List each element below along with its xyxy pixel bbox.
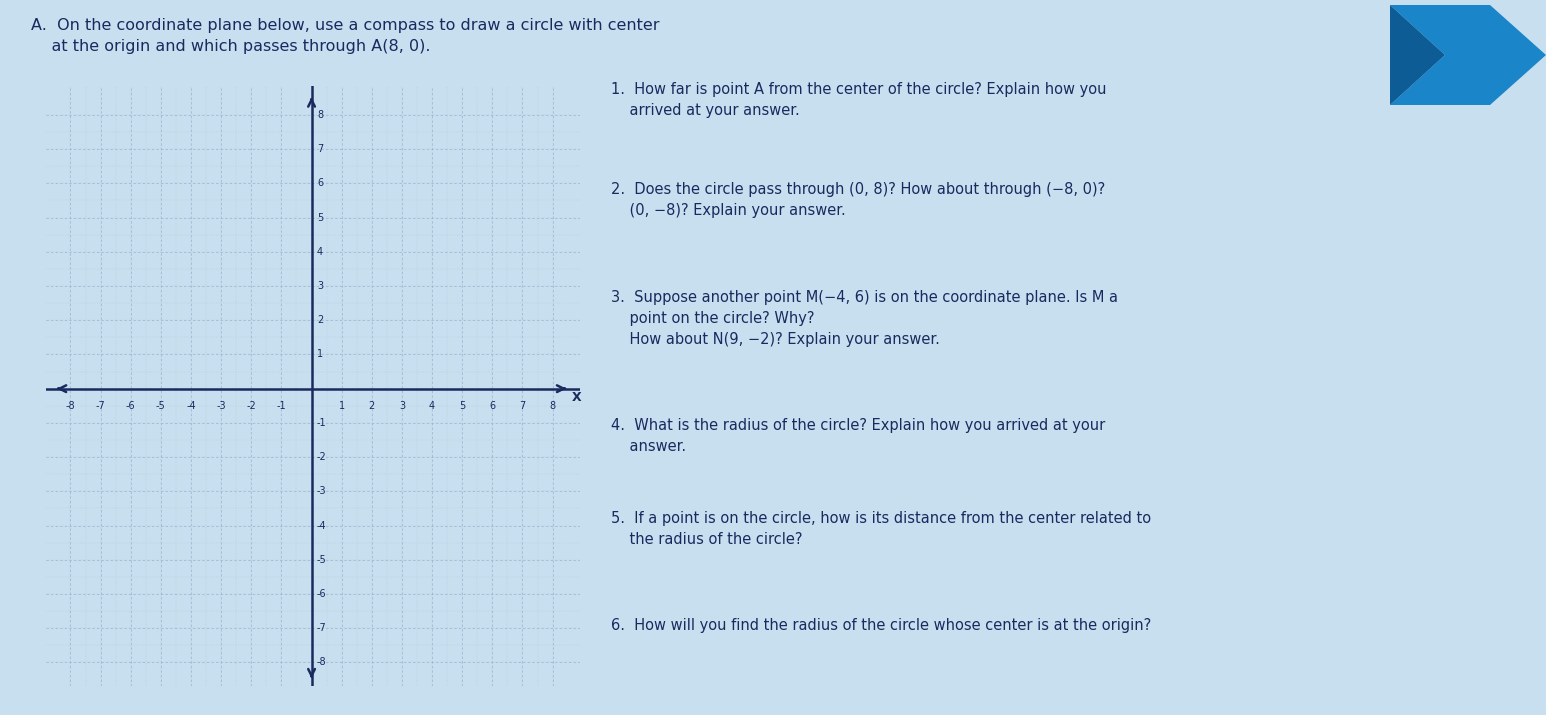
Text: -4: -4 [186,400,196,410]
Text: 6: 6 [489,400,495,410]
Text: 8: 8 [549,400,555,410]
Text: -4: -4 [317,521,326,531]
Text: 2: 2 [368,400,376,410]
Text: 5: 5 [317,212,323,222]
Text: 4.  What is the radius of the circle? Explain how you arrived at your
    answer: 4. What is the radius of the circle? Exp… [611,418,1105,454]
Text: 5: 5 [459,400,465,410]
Text: 1.  How far is point A from the center of the circle? Explain how you
    arrive: 1. How far is point A from the center of… [611,82,1107,118]
Text: 3: 3 [399,400,405,410]
Text: -2: -2 [317,452,326,462]
Text: -5: -5 [317,555,326,565]
Text: -3: -3 [216,400,226,410]
Text: 2.  Does the circle pass through (0, 8)? How about through (−8, 0)?
    (0, −8)?: 2. Does the circle pass through (0, 8)? … [611,182,1105,218]
Text: 3: 3 [317,281,323,291]
Text: -7: -7 [96,400,105,410]
Text: -6: -6 [125,400,136,410]
Text: A.  On the coordinate plane below, use a compass to draw a circle with center: A. On the coordinate plane below, use a … [31,18,660,33]
Text: X: X [572,390,581,404]
Text: 4: 4 [430,400,434,410]
Text: -8: -8 [65,400,76,410]
Text: 3.  Suppose another point M(−4, 6) is on the coordinate plane. Is M a
    point : 3. Suppose another point M(−4, 6) is on … [611,290,1118,347]
Text: 1: 1 [339,400,345,410]
Text: at the origin and which passes through A(8, 0).: at the origin and which passes through A… [31,39,430,54]
Text: -5: -5 [156,400,165,410]
Text: 7: 7 [317,144,323,154]
Text: -1: -1 [317,418,326,428]
Text: -6: -6 [317,589,326,599]
Text: 1: 1 [317,350,323,360]
Text: 8: 8 [317,110,323,120]
Text: -3: -3 [317,486,326,496]
Text: -8: -8 [317,658,326,667]
Text: -1: -1 [277,400,286,410]
Text: 4: 4 [317,247,323,257]
Text: 6: 6 [317,178,323,188]
Text: 6.  How will you find the radius of the circle whose center is at the origin?: 6. How will you find the radius of the c… [611,618,1150,633]
Text: 2: 2 [317,315,323,325]
Text: -7: -7 [317,623,326,633]
Text: 7: 7 [519,400,526,410]
Text: -2: -2 [246,400,257,410]
Text: 5.  If a point is on the circle, how is its distance from the center related to
: 5. If a point is on the circle, how is i… [611,511,1150,547]
